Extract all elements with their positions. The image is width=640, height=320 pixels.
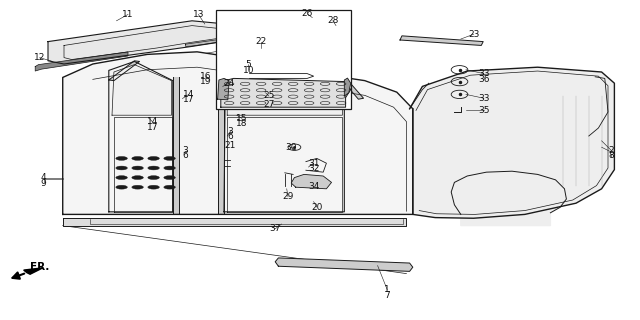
Text: 26: 26 xyxy=(301,9,313,18)
Ellipse shape xyxy=(164,156,175,160)
Text: 22: 22 xyxy=(255,37,267,46)
Ellipse shape xyxy=(132,185,143,189)
Text: 29: 29 xyxy=(282,192,294,201)
Text: 10: 10 xyxy=(243,66,254,75)
Polygon shape xyxy=(218,78,229,100)
Polygon shape xyxy=(451,171,566,226)
Polygon shape xyxy=(410,67,614,218)
Text: 27: 27 xyxy=(263,100,275,109)
Text: 25: 25 xyxy=(263,92,275,100)
Ellipse shape xyxy=(148,156,159,160)
Polygon shape xyxy=(173,77,179,214)
Text: 11: 11 xyxy=(122,10,134,19)
Text: 14: 14 xyxy=(183,90,195,99)
Text: 17: 17 xyxy=(183,95,195,104)
Text: 34: 34 xyxy=(308,182,319,191)
Text: 4: 4 xyxy=(41,173,46,182)
Polygon shape xyxy=(227,79,342,115)
Ellipse shape xyxy=(132,176,143,180)
Text: 20: 20 xyxy=(311,203,323,212)
Text: 1: 1 xyxy=(385,285,390,294)
Text: 28: 28 xyxy=(327,16,339,25)
Polygon shape xyxy=(63,52,413,214)
Text: 6: 6 xyxy=(228,132,233,141)
Ellipse shape xyxy=(116,166,127,170)
Text: 7: 7 xyxy=(385,291,390,300)
Text: 12: 12 xyxy=(34,53,45,62)
Text: 15: 15 xyxy=(236,114,248,123)
Polygon shape xyxy=(109,61,140,81)
Polygon shape xyxy=(400,36,483,45)
Text: 31: 31 xyxy=(308,159,319,168)
Polygon shape xyxy=(291,174,332,189)
Text: 30: 30 xyxy=(285,143,297,152)
Text: 21: 21 xyxy=(225,141,236,150)
Ellipse shape xyxy=(116,156,127,160)
Polygon shape xyxy=(342,80,364,99)
Ellipse shape xyxy=(132,166,143,170)
Ellipse shape xyxy=(148,166,159,170)
Text: 24: 24 xyxy=(223,79,235,88)
Polygon shape xyxy=(112,65,172,115)
Text: 18: 18 xyxy=(236,119,248,128)
Polygon shape xyxy=(63,218,406,226)
Text: 17: 17 xyxy=(147,123,158,132)
Text: 14: 14 xyxy=(147,117,158,126)
Text: 36: 36 xyxy=(478,75,490,84)
Polygon shape xyxy=(35,52,128,71)
Text: 6: 6 xyxy=(183,151,188,160)
Text: 2: 2 xyxy=(609,146,614,155)
Text: 33: 33 xyxy=(478,94,490,103)
Ellipse shape xyxy=(164,176,175,180)
Text: FR.: FR. xyxy=(30,262,49,272)
Ellipse shape xyxy=(164,166,175,170)
Polygon shape xyxy=(186,35,256,46)
Polygon shape xyxy=(218,77,224,214)
Text: 16: 16 xyxy=(200,72,212,81)
Polygon shape xyxy=(48,21,250,64)
Polygon shape xyxy=(275,258,413,271)
Polygon shape xyxy=(344,78,351,96)
Bar xyxy=(216,10,351,109)
Ellipse shape xyxy=(164,185,175,189)
Polygon shape xyxy=(24,268,43,274)
Ellipse shape xyxy=(132,156,143,160)
Polygon shape xyxy=(219,78,351,107)
Text: 37: 37 xyxy=(269,224,281,233)
Text: 5: 5 xyxy=(246,60,251,69)
Ellipse shape xyxy=(148,185,159,189)
Text: 33: 33 xyxy=(478,69,490,78)
Ellipse shape xyxy=(116,176,127,180)
Ellipse shape xyxy=(148,176,159,180)
Text: 3: 3 xyxy=(183,146,188,155)
Text: 3: 3 xyxy=(228,127,233,136)
Text: 35: 35 xyxy=(478,106,490,115)
Text: 8: 8 xyxy=(609,151,614,160)
Text: 23: 23 xyxy=(468,30,479,39)
Text: 32: 32 xyxy=(308,164,319,173)
Text: 19: 19 xyxy=(200,77,212,86)
Text: 9: 9 xyxy=(41,179,46,188)
Ellipse shape xyxy=(116,185,127,189)
Text: 13: 13 xyxy=(193,10,204,19)
